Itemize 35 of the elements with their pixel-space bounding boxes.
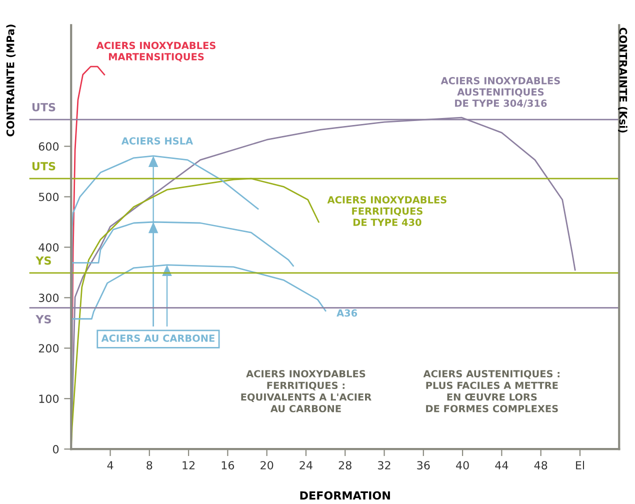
x-tick-label: El — [576, 460, 584, 470]
x-tick-label: 36 — [417, 461, 430, 470]
y-axis-title: CONTRAINTE (MPa) — [6, 24, 16, 136]
y-tick-label: 100 — [39, 394, 59, 403]
y-tick-label: 200 — [38, 344, 59, 353]
series-label: ACIERS HSLA — [121, 137, 194, 145]
x-tick-label: 24 — [300, 461, 312, 470]
x-tick-label: 12 — [182, 461, 195, 470]
x-tick-label: 4 — [107, 461, 114, 470]
x-tick-label: 40 — [456, 461, 469, 470]
y-tick-label: 500 — [38, 192, 59, 202]
x-tick-label: 8 — [146, 461, 152, 470]
y-tick-label: 600 — [38, 142, 59, 151]
ref-line-label: UTS — [32, 162, 56, 170]
x-tick-label: 48 — [534, 461, 548, 470]
series-label: ACIERS INOXYDABLES MARTENSITIQUES — [96, 42, 216, 62]
x-tick-label: 16 — [222, 461, 234, 470]
series-label: ACIERS INOXYDABLES AUSTENITIQUES DE TYPE 304/316 — [440, 77, 560, 108]
annotation: ACIERS INOXYDABLES FERRITIQUES : EQUIVALENTS A L'ACIER AU CARBONE — [241, 370, 372, 412]
x-tick-label: 32 — [378, 461, 390, 470]
ref-line-label: YS — [36, 315, 51, 324]
y-tick-label: 0 — [52, 445, 59, 454]
annotation: ACIERS AUSTENITIQUES : PLUS FACILES A METTRE EN ŒUVRE LORS DE FORMES COMPLEXES — [423, 370, 560, 412]
annotation: ACIERS AU CARBONE — [101, 334, 214, 342]
y-tick-label: 300 — [38, 294, 59, 302]
ref-line-label: UTS — [32, 102, 56, 112]
series-label: ACIERS INOXYDABLES FERRITIQUES DE TYPE 430 — [327, 196, 446, 226]
x-tick-label: 28 — [338, 461, 352, 470]
y-tick-label: 400 — [38, 243, 59, 252]
x-tick-label: 44 — [495, 461, 508, 470]
y2-axis-title: CONTRAINTE (Ksi) — [618, 28, 628, 133]
x-axis-title: DEFORMATION — [300, 491, 390, 500]
x-tick-label: 20 — [260, 461, 274, 470]
series-label: A36 — [336, 309, 358, 317]
ref-line-label: YS — [36, 256, 51, 265]
